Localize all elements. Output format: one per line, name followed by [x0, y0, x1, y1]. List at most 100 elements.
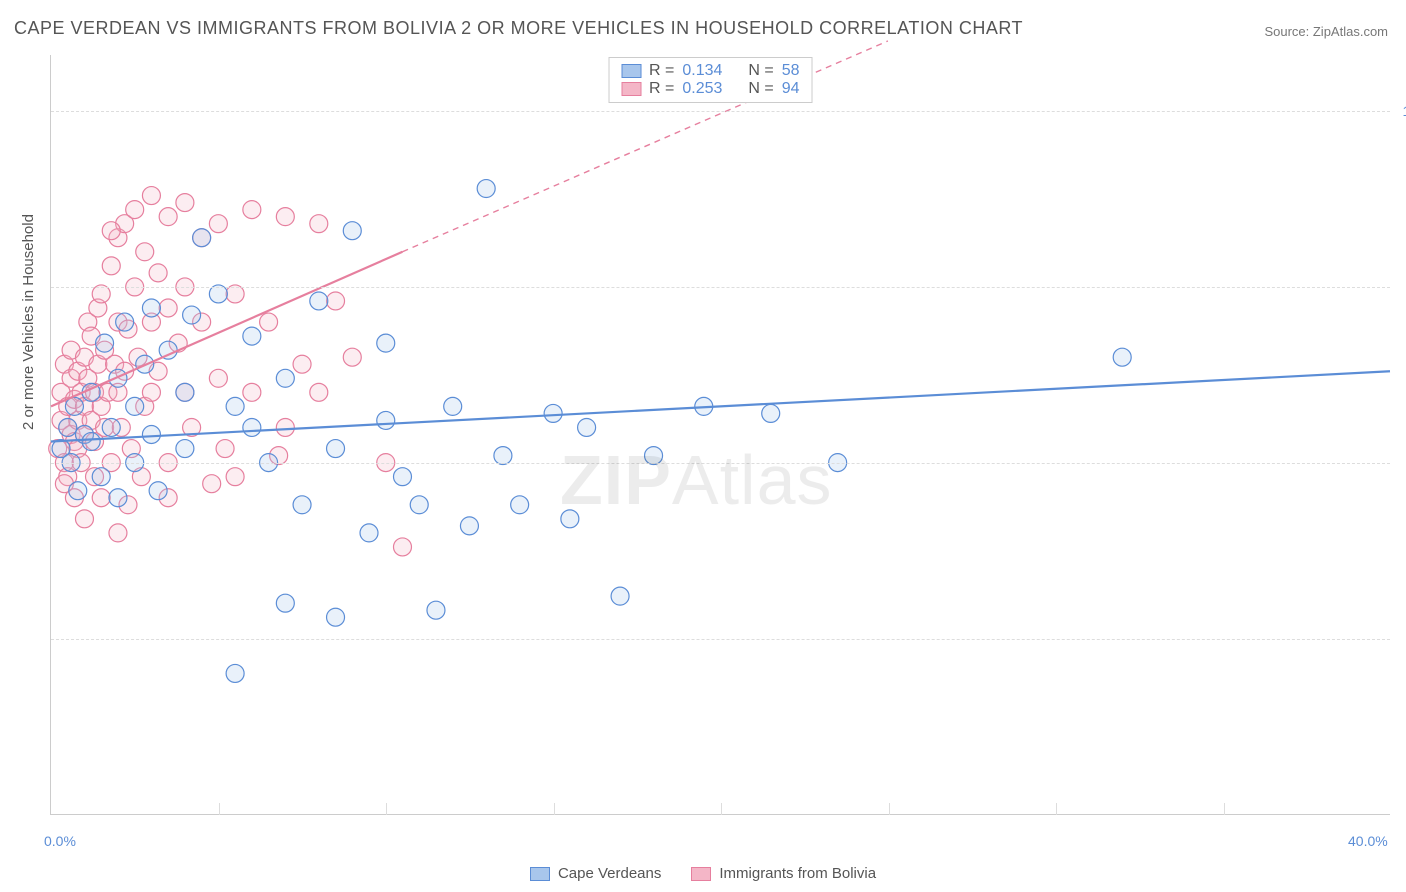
data-point: [226, 397, 244, 415]
gridline-vertical: [219, 803, 220, 815]
gridline-horizontal: [51, 639, 1390, 640]
data-point: [293, 496, 311, 514]
data-point: [209, 369, 227, 387]
data-point: [59, 418, 77, 436]
data-point: [327, 440, 345, 458]
data-point: [176, 194, 194, 212]
y-tick-label: 50.0%: [1395, 455, 1406, 471]
n-label: N =: [748, 62, 773, 80]
chart-title: CAPE VERDEAN VS IMMIGRANTS FROM BOLIVIA …: [14, 18, 1023, 39]
data-point: [276, 369, 294, 387]
gridline-vertical: [554, 803, 555, 815]
gridline-horizontal: [51, 287, 1390, 288]
data-point: [645, 447, 663, 465]
r-value-blue: 0.134: [682, 62, 722, 80]
y-tick-label: 100.0%: [1395, 103, 1406, 119]
y-tick-label: 75.0%: [1395, 279, 1406, 295]
data-point: [310, 383, 328, 401]
chart-svg: [51, 55, 1390, 814]
legend-bottom: Cape Verdeans Immigrants from Bolivia: [0, 865, 1406, 882]
data-point: [243, 418, 261, 436]
source-label: Source: ZipAtlas.com: [1264, 24, 1388, 39]
data-point: [159, 208, 177, 226]
gridline-vertical: [386, 803, 387, 815]
data-point: [216, 440, 234, 458]
data-point: [102, 257, 120, 275]
gridline-horizontal: [51, 111, 1390, 112]
data-point: [327, 608, 345, 626]
data-point: [142, 187, 160, 205]
data-point: [109, 489, 127, 507]
data-point: [136, 243, 154, 261]
data-point: [511, 496, 529, 514]
data-point: [343, 222, 361, 240]
trend-line: [51, 252, 402, 407]
data-point: [477, 180, 495, 198]
data-point: [243, 383, 261, 401]
legend-row-pink: R = 0.253 N = 94: [621, 80, 800, 98]
data-point: [243, 201, 261, 219]
data-point: [126, 397, 144, 415]
y-tick-label: 25.0%: [1395, 631, 1406, 647]
data-point: [1113, 348, 1131, 366]
x-tick-label: 40.0%: [1348, 833, 1388, 849]
data-point: [276, 208, 294, 226]
data-point: [460, 517, 478, 535]
data-point: [226, 664, 244, 682]
data-point: [176, 440, 194, 458]
data-point: [75, 510, 93, 528]
legend-label-blue: Cape Verdeans: [558, 865, 661, 882]
data-point: [377, 334, 395, 352]
gridline-vertical: [1224, 803, 1225, 815]
legend-row-blue: R = 0.134 N = 58: [621, 62, 800, 80]
data-point: [142, 299, 160, 317]
r-label: R =: [649, 80, 674, 98]
data-point: [276, 418, 294, 436]
legend-label-pink: Immigrants from Bolivia: [719, 865, 876, 882]
data-point: [92, 489, 110, 507]
swatch-pink-bottom: [691, 867, 711, 881]
legend-correlation-box: R = 0.134 N = 58 R = 0.253 N = 94: [608, 57, 813, 103]
data-point: [149, 264, 167, 282]
data-point: [243, 327, 261, 345]
data-point: [343, 348, 361, 366]
trend-line: [51, 371, 1390, 441]
data-point: [410, 496, 428, 514]
data-point: [142, 383, 160, 401]
data-point: [109, 369, 127, 387]
data-point: [611, 587, 629, 605]
data-point: [209, 215, 227, 233]
data-point: [82, 433, 100, 451]
n-label: N =: [748, 80, 773, 98]
data-point: [310, 215, 328, 233]
data-point: [561, 510, 579, 528]
data-point: [377, 411, 395, 429]
legend-item-pink: Immigrants from Bolivia: [691, 865, 876, 882]
data-point: [159, 299, 177, 317]
data-point: [327, 292, 345, 310]
x-tick-label: 0.0%: [44, 833, 76, 849]
y-axis-label: 2 or more Vehicles in Household: [20, 214, 37, 430]
data-point: [109, 524, 127, 542]
data-point: [126, 201, 144, 219]
gridline-vertical: [1056, 803, 1057, 815]
n-value-pink: 94: [782, 80, 800, 98]
data-point: [142, 426, 160, 444]
data-point: [310, 292, 328, 310]
data-point: [149, 482, 167, 500]
data-point: [427, 601, 445, 619]
r-label: R =: [649, 62, 674, 80]
gridline-vertical: [889, 803, 890, 815]
swatch-blue: [621, 64, 641, 78]
data-point: [276, 594, 294, 612]
data-point: [393, 468, 411, 486]
data-point: [293, 355, 311, 373]
data-point: [102, 418, 120, 436]
data-point: [69, 482, 87, 500]
data-point: [203, 475, 221, 493]
legend-item-blue: Cape Verdeans: [530, 865, 661, 882]
data-point: [260, 313, 278, 331]
swatch-pink: [621, 82, 641, 96]
data-point: [393, 538, 411, 556]
gridline-vertical: [721, 803, 722, 815]
